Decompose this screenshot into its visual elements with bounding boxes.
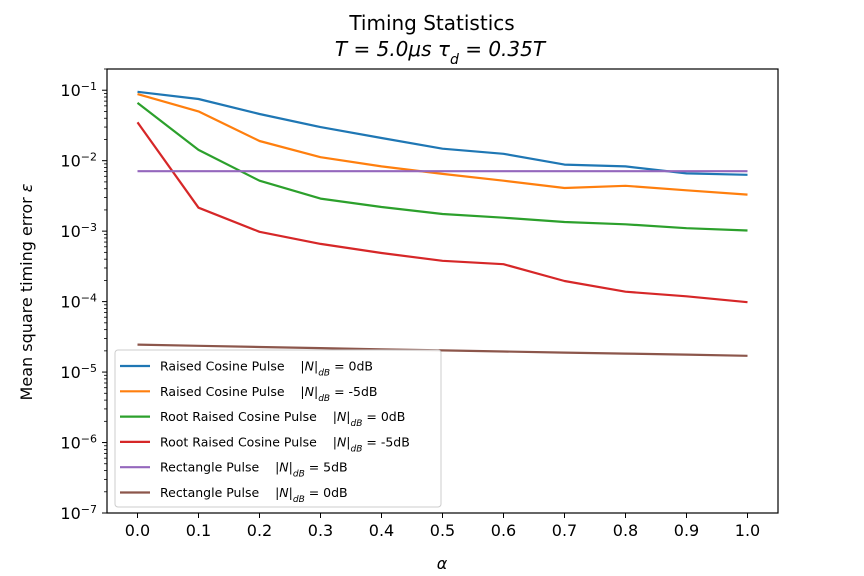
- x-tick-label: 0.7: [552, 521, 577, 540]
- legend-label-3: Root Raised Cosine Pulse |N|dB = 0dB: [160, 409, 405, 429]
- legend-label-4: Root Raised Cosine Pulse |N|dB = -5dB: [160, 434, 410, 454]
- y-tick-label: 10−7: [60, 503, 97, 524]
- x-tick-label: 0.9: [674, 521, 699, 540]
- legend-label-6: Rectangle Pulse |N|dB = 0dB: [160, 485, 348, 505]
- y-tick-label: 10−3: [60, 221, 97, 242]
- series-lines: [136, 90, 748, 357]
- x-axis-ticks: 0.0 0.1 0.2 0.3 0.4 0.5 0.6 0.7 0.8 0.9 1.0: [125, 513, 760, 540]
- y-tick-label: 10−6: [60, 432, 97, 453]
- legend-label-1: Raised Cosine Pulse |N|dB = 0dB: [160, 359, 373, 379]
- chart-subtitle: T = 5.0μs τd = 0.35T: [335, 37, 547, 68]
- y-axis-label: Mean square timing error ε: [17, 183, 36, 400]
- series-line-6: [137, 343, 748, 357]
- legend: Raised Cosine Pulse |N|dB = 0dB Raised Co…: [114, 349, 442, 508]
- legend-box: [114, 349, 442, 508]
- y-tick-label: 10−4: [60, 291, 97, 312]
- chart-title: Timing Statistics: [348, 11, 514, 35]
- y-tick-label: 10−5: [60, 362, 97, 383]
- x-tick-label: 0.6: [491, 521, 516, 540]
- x-axis-label: α: [437, 554, 448, 573]
- legend-label-5: Rectangle Pulse |N|dB = 5dB: [160, 460, 348, 480]
- x-tick-label: 0.2: [247, 521, 272, 540]
- x-tick-label: 0.8: [613, 521, 638, 540]
- y-axis-ticks: 10−1 10−2 10−3 10−4 10−5 10−6 10−7: [60, 68, 107, 524]
- legend-label-2: Raised Cosine Pulse |N|dB = -5dB: [160, 384, 378, 404]
- x-tick-label: 0.1: [186, 521, 211, 540]
- series-line-1: [137, 90, 748, 176]
- x-tick-label: 1.0: [735, 521, 760, 540]
- x-tick-label: 0.4: [369, 521, 394, 540]
- x-tick-label: 0.0: [125, 521, 150, 540]
- legend-entries: Raised Cosine Pulse |N|dB = 0dB Raised Co…: [120, 359, 410, 505]
- x-tick-label: 0.5: [430, 521, 455, 540]
- series-line-2: [137, 93, 748, 196]
- x-tick-label: 0.3: [308, 521, 333, 540]
- plot-area: 0.0 0.1 0.2 0.3 0.4 0.5 0.6 0.7 0.8 0.9 1.0 10−110…: [60, 68, 779, 540]
- series-line-4: [136, 121, 748, 304]
- y-tick-label: 10−1: [60, 80, 97, 101]
- y-tick-label: 10−2: [60, 150, 97, 171]
